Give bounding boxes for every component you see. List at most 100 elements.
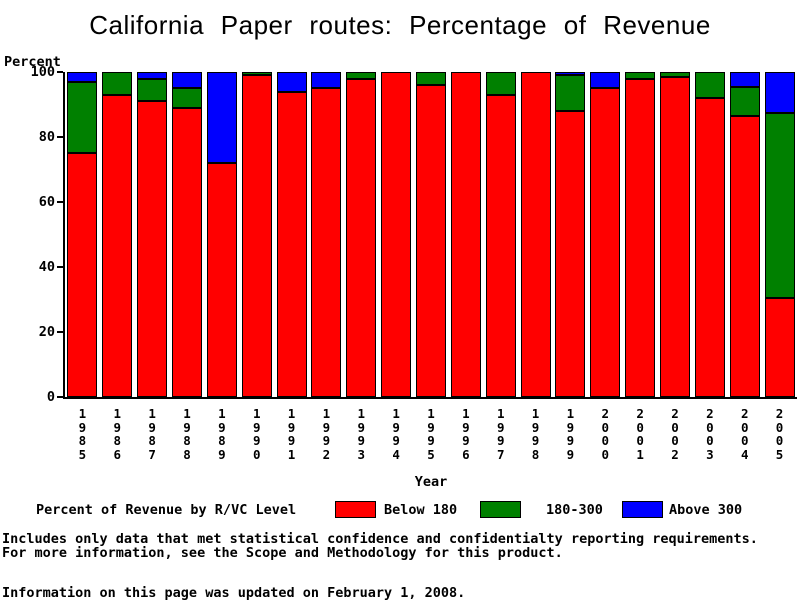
legend-swatch-above-300 (622, 501, 663, 518)
x-tick-digit: 9 (322, 419, 331, 435)
x-tick-digit: 8 (183, 433, 191, 448)
x-tick-digit: 9 (252, 419, 261, 435)
x-tick-digit: 0 (775, 419, 784, 435)
bar-2005 (764, 72, 795, 397)
y-tick-label: 60 (38, 194, 55, 210)
bar-segment-1987 (137, 72, 168, 79)
bar-1990 (241, 72, 272, 397)
x-tick-digit: 2 (740, 406, 749, 421)
x-tick-digit: 2 (601, 406, 610, 421)
bar-1991 (276, 72, 307, 397)
bar-2002 (660, 72, 690, 397)
x-tick-digit: 9 (287, 433, 296, 448)
bar-segment-2002 (660, 76, 690, 397)
plot-area: 100 80 60 40 20 0 (31, 64, 797, 405)
bar-segment-1992 (311, 72, 342, 89)
bar-segment-1998 (520, 72, 551, 397)
x-tick-digit: 1 (322, 406, 331, 421)
x-tick-digit: 9 (531, 433, 540, 448)
x-tick-digit: 1 (566, 406, 575, 421)
x-tick-digit: 0 (671, 433, 679, 448)
bar-segment-2005 (764, 297, 795, 397)
bar-1986 (102, 72, 133, 397)
x-tick-digit: 0 (706, 433, 714, 448)
bar-segment-1985 (67, 81, 98, 154)
y-tick (57, 136, 63, 138)
bar-segment-2003 (694, 98, 725, 397)
x-tick-digit: 8 (531, 446, 540, 462)
x-axis-title: Year (414, 474, 448, 490)
y-tick-label: 0 (46, 389, 55, 405)
x-tick-digit: 1 (531, 406, 540, 421)
x-tick-digit: 9 (427, 419, 435, 435)
x-tick-digit: 2 (706, 406, 714, 421)
x-tick-digit: 1 (252, 406, 261, 421)
x-tick-digit: 1 (496, 406, 505, 421)
bar-1987 (137, 72, 168, 397)
bar-segment-2000 (590, 88, 621, 397)
y-tick (57, 71, 63, 73)
x-tick-digit: 1 (183, 406, 191, 421)
x-tick-digit: 8 (183, 446, 191, 462)
bar-segment-1997 (485, 72, 516, 95)
footnote-line-1: Includes only data that met statistical … (2, 531, 758, 547)
x-tick-digit: 5 (775, 446, 784, 462)
bar-segment-1997 (485, 94, 516, 397)
x-tick-digit: 9 (357, 419, 366, 435)
y-tick-label: 40 (38, 259, 55, 275)
x-tick-digit: 1 (218, 406, 226, 421)
x-tick-digit: 9 (496, 419, 505, 435)
x-tick-digit: 4 (392, 446, 400, 462)
x-tick-digit: 3 (357, 446, 366, 462)
x-tick-digit: 9 (78, 419, 87, 435)
x-tick-digit: 9 (566, 446, 575, 462)
x-tick-digit: 1 (636, 446, 644, 462)
x-tick-digit: 1 (113, 406, 122, 421)
bar-2000 (590, 72, 621, 397)
bar-segment-2002 (660, 72, 690, 77)
x-tick-digit: 1 (462, 406, 470, 421)
bar-segment-2004 (729, 115, 760, 397)
x-tick-digit: 6 (113, 446, 122, 462)
x-tick-digit: 9 (218, 446, 226, 462)
x-tick-digit: 1 (392, 406, 400, 421)
bar-1996 (450, 72, 481, 397)
x-tick-digit: 9 (148, 419, 156, 435)
bar-segment-1987 (137, 101, 168, 397)
x-tick-digit: 9 (252, 433, 261, 448)
x-tick-digit: 3 (706, 446, 714, 462)
x-tick-digit: 9 (566, 433, 575, 448)
x-tick-digit: 0 (740, 419, 749, 435)
bar-segment-1994 (381, 72, 412, 397)
x-tick-digit: 5 (427, 446, 435, 462)
bar-segment-1988 (172, 107, 202, 397)
bar-1997 (485, 72, 516, 397)
x-tick-digit: 9 (322, 433, 331, 448)
y-tick-label: 100 (30, 64, 55, 80)
bar-segment-1992 (311, 88, 342, 397)
x-tick-digit: 7 (496, 446, 505, 462)
bar-segment-2004 (729, 86, 760, 116)
x-tick-digit: 9 (566, 419, 575, 435)
y-tick-label: 80 (38, 129, 55, 145)
x-tick-digit: 0 (252, 446, 261, 462)
bar-segment-1999 (555, 72, 586, 76)
legend-swatch-below-180 (335, 501, 376, 518)
bar-segment-2001 (625, 78, 656, 397)
bar-2003 (694, 72, 725, 397)
x-tick-digit: 0 (740, 433, 749, 448)
x-tick-digit: 0 (601, 446, 610, 462)
bar-1998 (520, 72, 551, 397)
bar-segment-1990 (241, 75, 272, 397)
